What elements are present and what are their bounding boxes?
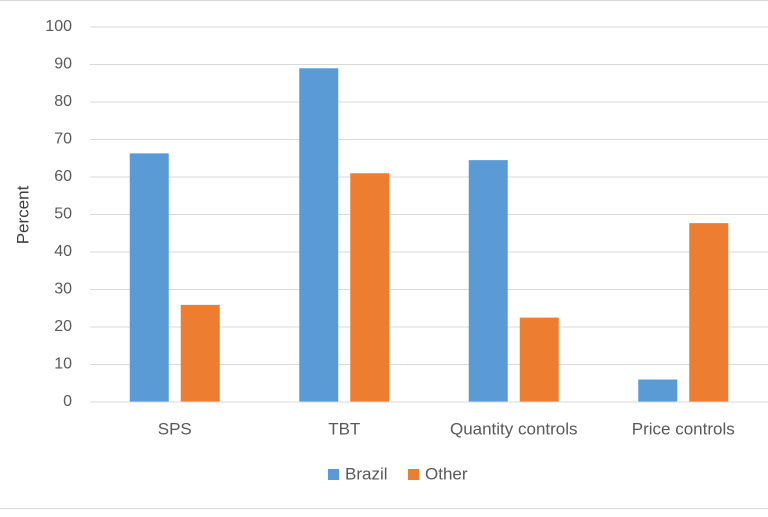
legend-label-brazil: Brazil [345, 464, 388, 483]
legend-swatch-brazil [328, 469, 339, 480]
bar-other-tbt [350, 173, 390, 402]
y-tick-label: 80 [54, 93, 72, 110]
x-category-label: Price controls [632, 419, 735, 438]
y-tick-label: 50 [54, 206, 72, 223]
y-axis-ticks: 0 10 20 30 40 50 60 70 80 90 100 [45, 18, 72, 410]
bar-brazil-sps [129, 153, 169, 402]
y-tick-label: 10 [54, 356, 72, 373]
y-tick-label: 30 [54, 281, 72, 298]
legend-swatch-other [408, 469, 419, 480]
frame-bottom-border [0, 508, 768, 509]
bar-other-sps [180, 304, 220, 402]
frame-top-border [0, 0, 768, 1]
x-category-label: TBT [328, 419, 360, 438]
bar-other-quantity-controls [519, 317, 559, 402]
y-tick-label: 60 [54, 168, 72, 185]
x-category-label: SPS [158, 419, 192, 438]
y-tick-label: 20 [54, 318, 72, 335]
bar-brazil-quantity-controls [468, 160, 508, 402]
y-tick-label: 100 [45, 18, 72, 35]
bar-brazil-tbt [299, 68, 339, 402]
y-tick-label: 90 [54, 56, 72, 73]
y-tick-label: 40 [54, 243, 72, 260]
y-tick-label: 0 [63, 393, 72, 410]
y-tick-label: 70 [54, 131, 72, 148]
y-axis-label: Percent [13, 185, 32, 244]
x-axis-categories: SPS TBT Quantity controls Price controls [158, 419, 735, 438]
legend: Brazil Other [328, 464, 468, 483]
bar-other-price-controls [689, 223, 729, 402]
legend-label-other: Other [425, 464, 468, 483]
bar-brazil-price-controls [638, 379, 678, 402]
x-category-label: Quantity controls [450, 419, 578, 438]
bars [129, 68, 729, 402]
